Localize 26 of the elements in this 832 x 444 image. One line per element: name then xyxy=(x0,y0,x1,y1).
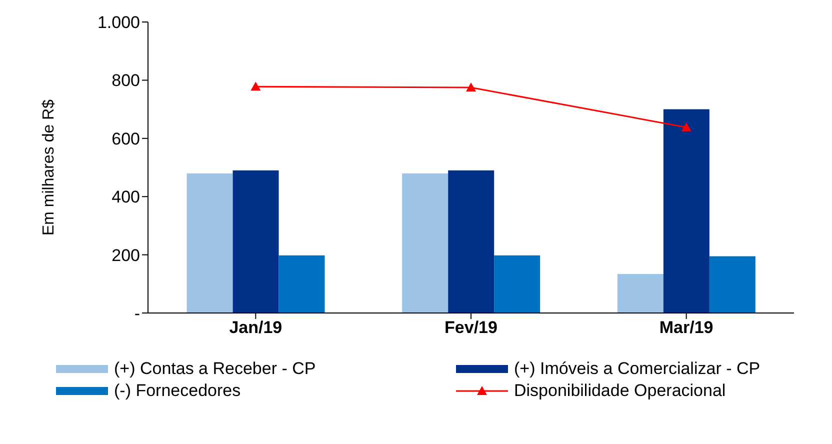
bar xyxy=(494,255,540,313)
x-tick-label: Mar/19 xyxy=(659,318,714,338)
y-tick-label: 800 xyxy=(112,71,140,90)
bar xyxy=(232,170,279,313)
y-tick-label: 200 xyxy=(112,246,140,265)
x-tick-label: Jan/19 xyxy=(229,318,282,338)
point xyxy=(681,122,692,132)
point xyxy=(466,82,476,92)
bar xyxy=(186,173,233,313)
bar xyxy=(448,170,494,313)
y-tick-label: 600 xyxy=(112,129,140,148)
bar xyxy=(278,255,325,313)
y-tick-label: 400 xyxy=(112,188,140,207)
y-axis-title: Em milhares de R$ xyxy=(40,99,58,236)
y-tick-label: 1.000 xyxy=(97,13,140,32)
point xyxy=(250,82,261,91)
y-tick-label: - xyxy=(134,304,140,324)
x-tick-label: Fev/19 xyxy=(444,318,498,338)
legend-label: (+) Contas a Receber - CP xyxy=(114,359,316,379)
legend-label: (-) Fornecedores xyxy=(114,381,241,401)
bar xyxy=(709,256,756,313)
legend-label: Disponibilidade Operacional xyxy=(514,381,726,401)
bar xyxy=(617,274,664,313)
bar xyxy=(402,173,448,313)
bar xyxy=(663,109,710,313)
legend-label: (+) Imóveis a Comercializar - CP xyxy=(514,359,760,379)
